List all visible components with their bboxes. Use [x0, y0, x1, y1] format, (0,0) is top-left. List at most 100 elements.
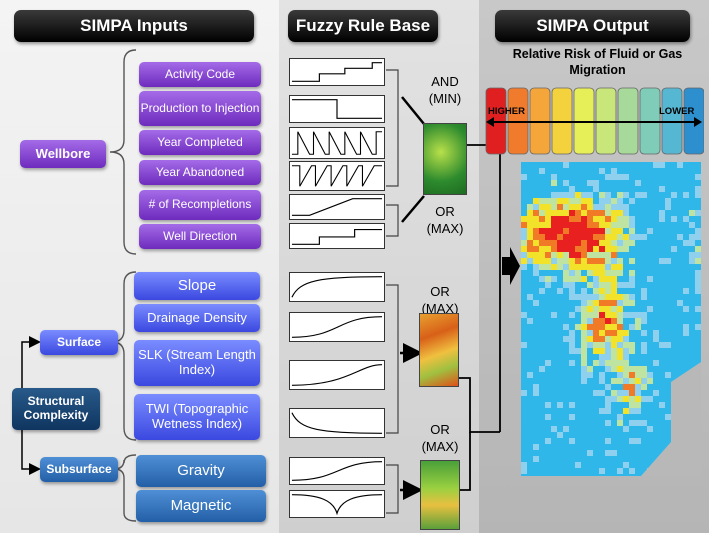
risk-map-cell [695, 324, 701, 330]
risk-map-cell [563, 234, 569, 240]
risk-map-cell [617, 294, 623, 300]
risk-map-cell [557, 210, 563, 216]
risk-map-cell [647, 426, 653, 432]
risk-map-cell [605, 258, 611, 264]
risk-map-cell [605, 300, 611, 306]
risk-map-cell [605, 270, 611, 276]
risk-map-cell [623, 240, 629, 246]
risk-map-cell [521, 228, 527, 234]
risk-map-cell [569, 270, 575, 276]
risk-map-cell [563, 240, 569, 246]
risk-map-cell [587, 246, 593, 252]
risk-map-cell [629, 468, 635, 474]
risk-map-cell [569, 234, 575, 240]
risk-map-cell [617, 234, 623, 240]
risk-map-cell [533, 390, 539, 396]
risk-map-cell [599, 372, 605, 378]
risk-map-cell [593, 210, 599, 216]
risk-map-cell [551, 264, 557, 270]
risk-map-cell [575, 216, 581, 222]
risk-map-cell [521, 252, 527, 258]
risk-map-cell [521, 342, 527, 348]
scale-label-lower: LOWER [659, 106, 695, 117]
risk-map-cell [575, 270, 581, 276]
risk-map-cell [521, 240, 527, 246]
risk-map-cell [521, 390, 527, 396]
risk-map-cell [569, 330, 575, 336]
risk-map-cell [695, 252, 701, 258]
risk-map-cell [527, 318, 533, 324]
risk-map-cell [647, 228, 653, 234]
risk-map-cell [581, 240, 587, 246]
risk-map-cell [623, 462, 629, 468]
risk-map-cell [629, 420, 635, 426]
risk-map-cell [689, 252, 695, 258]
risk-map-cell [557, 402, 563, 408]
risk-map-cell [629, 384, 635, 390]
risk-map-cell [611, 258, 617, 264]
risk-map-cell [611, 270, 617, 276]
risk-map-cell [599, 318, 605, 324]
risk-map-cell [527, 372, 533, 378]
risk-map-cell [659, 162, 665, 168]
risk-map-cell [533, 210, 539, 216]
input-well-direction: Well Direction [139, 224, 261, 249]
risk-map-cell [605, 420, 611, 426]
risk-map-cell [587, 450, 593, 456]
risk-map-cell [611, 336, 617, 342]
risk-map-cell [581, 234, 587, 240]
membership-function-activity-code [289, 58, 385, 86]
risk-map-cell [587, 240, 593, 246]
risk-map-cell [599, 264, 605, 270]
risk-map-cell [653, 162, 659, 168]
risk-map-cell [599, 342, 605, 348]
risk-map-cell [557, 258, 563, 264]
risk-map-cell [605, 318, 611, 324]
rule-base-column [279, 0, 479, 533]
risk-map-cell [587, 342, 593, 348]
risk-map-cell [635, 396, 641, 402]
risk-map-cell [623, 210, 629, 216]
risk-map-cell [629, 300, 635, 306]
risk-map-cell [587, 312, 593, 318]
risk-map-cell [551, 276, 557, 282]
risk-map-cell [581, 216, 587, 222]
risk-map-cell [641, 318, 647, 324]
risk-map-cell [617, 348, 623, 354]
risk-map-cell [683, 216, 689, 222]
risk-map-cell [557, 288, 563, 294]
risk-map-cell [593, 300, 599, 306]
risk-map-cell [599, 168, 605, 174]
risk-map-cell [605, 198, 611, 204]
membership-function-twi [289, 408, 385, 438]
risk-map-cell [563, 228, 569, 234]
risk-map-cell [605, 408, 611, 414]
risk-map-cell [689, 240, 695, 246]
risk-map-cell [599, 246, 605, 252]
risk-map-cell [593, 306, 599, 312]
risk-map-corner-mask [641, 362, 701, 476]
risk-map-cell [599, 270, 605, 276]
risk-map-cell [611, 300, 617, 306]
risk-map-cell [617, 336, 623, 342]
membership-function-drainage [289, 312, 385, 342]
output-header: SIMPA Output [495, 10, 690, 42]
risk-map-cell [695, 258, 701, 264]
risk-map-cell [605, 330, 611, 336]
risk-map-cell [617, 198, 623, 204]
risk-map-cell [581, 306, 587, 312]
risk-map-cell [575, 210, 581, 216]
risk-map-cell [545, 252, 551, 258]
risk-map-cell [545, 276, 551, 282]
risk-map-cell [545, 204, 551, 210]
risk-map-cell [629, 228, 635, 234]
risk-map-cell [629, 366, 635, 372]
risk-map-cell [665, 204, 671, 210]
risk-map-cell [575, 204, 581, 210]
risk-map-cell [587, 294, 593, 300]
risk-map-cell [581, 198, 587, 204]
risk-map-cell [599, 360, 605, 366]
risk-map-cell [623, 282, 629, 288]
risk-map-cell [593, 390, 599, 396]
risk-map-cell [635, 318, 641, 324]
